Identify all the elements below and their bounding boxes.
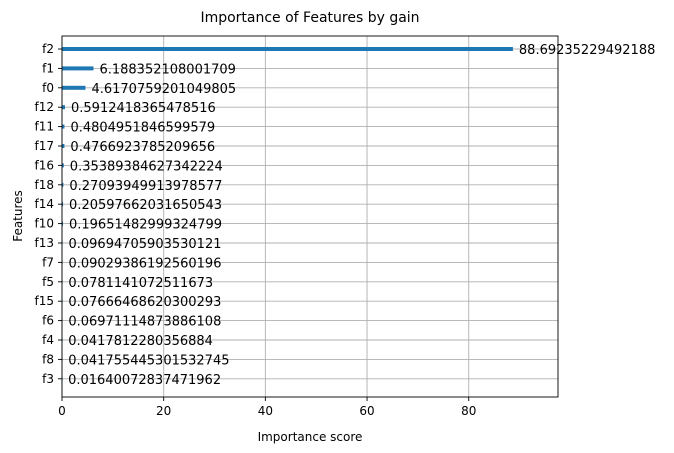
y-tick-layer: f2 f1 f0 f12 f11 f17 f16 f18 f14 f10 f13 f7 f5 f15 f6 f… (35, 42, 62, 386)
data-label-f8: 0.041755445301532745 (68, 353, 229, 368)
y-tick-label-f16: f16 (35, 158, 55, 172)
data-label-f2: 88.69235229492188 (519, 43, 655, 58)
data-label-f5: 0.0781141072511673 (68, 276, 213, 291)
y-tick-label-f7: f7 (42, 255, 54, 269)
y-axis-label: Features (11, 190, 25, 242)
y-tick-label-f11: f11 (35, 120, 55, 134)
y-tick-label-f18: f18 (35, 178, 55, 192)
y-tick-label-f1: f1 (42, 61, 54, 75)
data-label-f13: 0.09694705903530121 (68, 237, 221, 252)
y-tick-label-f13: f13 (35, 236, 55, 250)
y-tick-label-f2: f2 (42, 42, 54, 56)
x-tick-label: 40 (258, 404, 273, 418)
data-label-f17: 0.4766923785209656 (70, 140, 215, 155)
x-axis-label: Importance score (258, 430, 363, 444)
bar-f16 (62, 163, 64, 168)
y-tick-label-f0: f0 (42, 81, 54, 95)
data-label-f14: 0.20597662031650543 (69, 198, 222, 213)
y-tick-label-f10: f10 (35, 217, 55, 231)
x-tick-layer: 0 20 40 60 80 (58, 397, 476, 418)
y-tick-label-f3: f3 (42, 372, 54, 386)
data-label-f12: 0.5912418365478516 (71, 101, 216, 116)
x-tick-label: 0 (58, 404, 66, 418)
y-tick-label-f8: f8 (42, 352, 54, 366)
data-label-f11: 0.4804951846599579 (70, 121, 215, 136)
y-tick-label-f4: f4 (42, 333, 54, 347)
data-label-layer: 88.69235229492188 6.188352108001709 4.6170… (68, 43, 655, 388)
x-tick-label: 60 (359, 404, 374, 418)
bar-f11 (62, 124, 65, 129)
y-tick-label-f5: f5 (42, 275, 54, 289)
data-label-f16: 0.35389384627342224 (70, 159, 223, 174)
data-label-f18: 0.27093949913978577 (69, 179, 222, 194)
y-tick-label-f6: f6 (42, 314, 54, 328)
bar-layer (62, 47, 513, 381)
data-label-f6: 0.06971114873886108 (68, 315, 221, 330)
chart-title: Importance of Features by gain (200, 10, 419, 26)
bar-f2 (62, 47, 513, 51)
y-tick-label-f17: f17 (35, 139, 55, 153)
y-tick-label-f14: f14 (35, 197, 55, 211)
data-label-f3: 0.01640072837471962 (68, 373, 221, 388)
data-label-f1: 6.188352108001709 (99, 62, 235, 77)
data-label-f10: 0.19651482999324799 (69, 218, 222, 233)
bar-f14 (62, 202, 64, 207)
y-tick-label-f15: f15 (35, 294, 55, 308)
bar-f1 (62, 66, 94, 71)
bar-f17 (62, 144, 65, 148)
data-label-f4: 0.0417812280356884 (68, 334, 213, 349)
x-tick-label: 20 (156, 404, 171, 418)
y-tick-label-f12: f12 (35, 100, 55, 114)
bar-f18 (62, 182, 64, 187)
data-label-f0: 4.6170759201049805 (91, 82, 236, 97)
bar-f12 (62, 105, 66, 110)
bar-f10 (62, 221, 63, 226)
x-tick-label: 80 (461, 404, 476, 418)
data-label-f7: 0.09029386192560196 (68, 256, 221, 271)
data-label-f15: 0.07666468620300293 (68, 295, 221, 310)
plot-frame (61, 35, 559, 398)
bar-f0 (62, 85, 86, 90)
